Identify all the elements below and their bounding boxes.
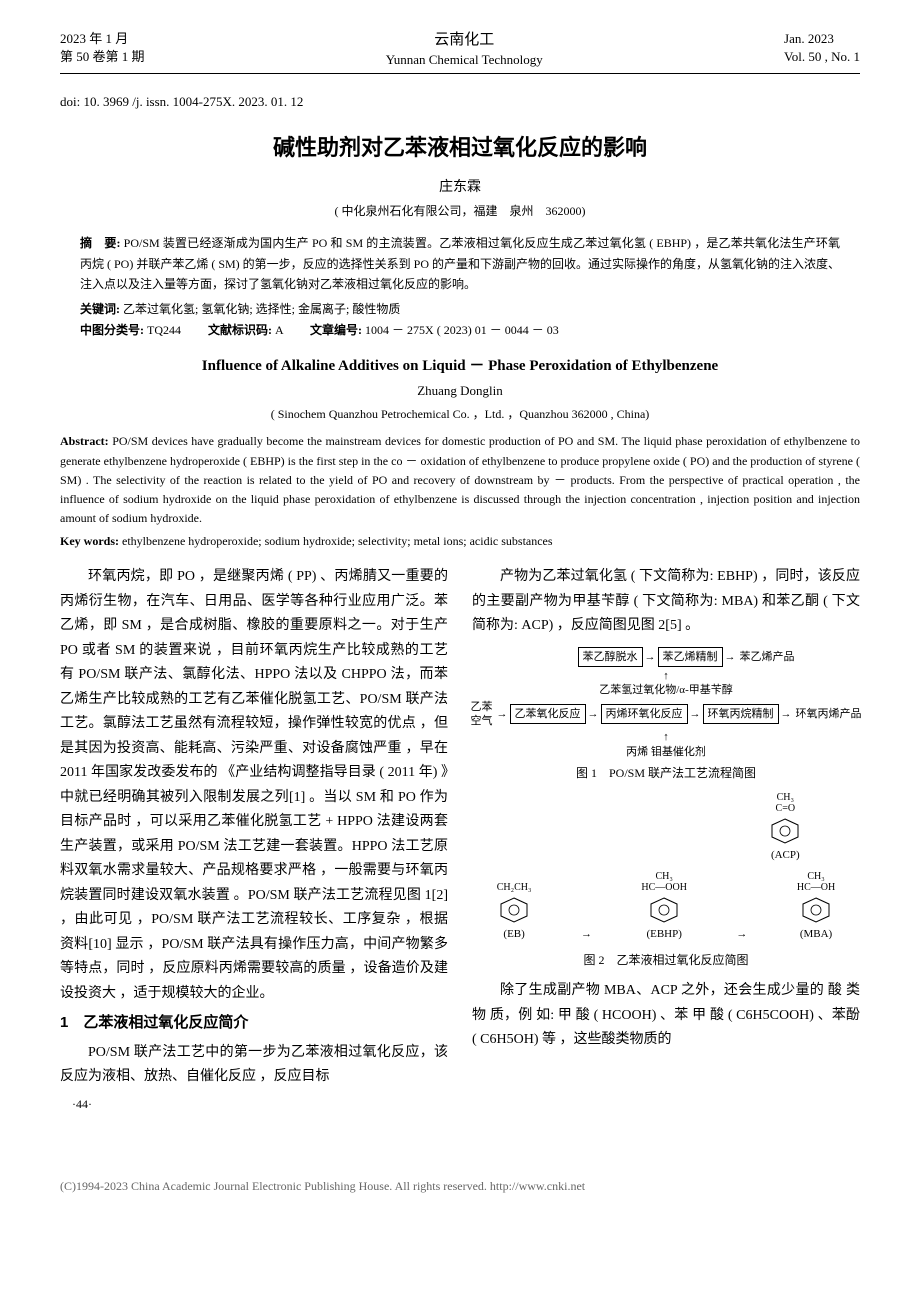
body-columns: 环氧丙烷，即 PO ，是继聚丙烯 ( PP) 、丙烯腈又一重要的丙烯衍生物，在汽… bbox=[60, 565, 860, 1118]
chem-formula: CH₃ bbox=[770, 792, 800, 803]
title-cn: 碱性助剂对乙苯液相过氧化反应的影响 bbox=[60, 130, 860, 162]
flow-label: 丙烯 钼基催化剂 bbox=[472, 745, 860, 759]
abstract-en: Abstract: PO/SM devices have gradually b… bbox=[60, 432, 860, 528]
journal-name-en: Yunnan Chemical Technology bbox=[386, 51, 543, 69]
chem-label: (EB) bbox=[497, 925, 532, 944]
journal-name-cn: 云南化工 bbox=[386, 30, 543, 51]
keywords-en: Key words: ethylbenzene hydroperoxide; s… bbox=[60, 534, 860, 549]
chem-formula: CH₂CH₃ bbox=[497, 882, 532, 893]
flow-label: 乙苯氢过氧化物/α-甲基苄醇 bbox=[472, 683, 860, 697]
figure-1-caption: 图 1 PO/SM 联产法工艺流程简图 bbox=[472, 763, 860, 784]
chem-label: (EBHP) bbox=[641, 925, 687, 944]
articleno-value: 1004 － 275X ( 2023) 01 － 0044 － 03 bbox=[362, 323, 559, 337]
chem-row-top: CH₃ C=O (ACP) bbox=[472, 792, 860, 865]
benzene-ring-icon bbox=[801, 897, 831, 923]
chem-row-bottom: CH₂CH₃ (EB) → CH₃ HC—OOH (EBHP) → CH₃ bbox=[472, 871, 860, 944]
arrow-icon bbox=[781, 707, 792, 721]
chem-mba: CH₃ HC—OH (MBA) bbox=[797, 871, 835, 944]
body-paragraph: 除了生成副产物 MBA、ACP 之外，还会生成少量的 酸 类 物 质，例 如: … bbox=[472, 979, 860, 1053]
volume-issue-en: Vol. 50 , No. 1 bbox=[784, 48, 860, 66]
chem-label: (ACP) bbox=[770, 846, 800, 865]
flow-node: 丙烯环氧化反应 bbox=[601, 704, 688, 724]
abstract-cn-text: PO/SM 装置已经逐渐成为国内生产 PO 和 SM 的主流装置。乙苯液相过氧化… bbox=[80, 236, 840, 291]
page-header: 2023 年 1 月 第 50 卷第 1 期 云南化工 Yunnan Chemi… bbox=[60, 30, 860, 74]
page: 2023 年 1 月 第 50 卷第 1 期 云南化工 Yunnan Chemi… bbox=[0, 0, 920, 1139]
flow-node: 乙苯氧化反应 bbox=[510, 704, 586, 724]
header-left: 2023 年 1 月 第 50 卷第 1 期 bbox=[60, 30, 145, 66]
chem-label: (MBA) bbox=[797, 925, 835, 944]
right-column: 产物为乙苯过氧化氢 ( 下文简称为: EBHP) ，同时，该反应的主要副产物为甲… bbox=[472, 565, 860, 1118]
figure-2-caption: 图 2 乙苯液相过氧化反应简图 bbox=[472, 950, 860, 971]
chem-formula: HC—OOH bbox=[641, 882, 687, 893]
left-column: 环氧丙烷，即 PO ，是继聚丙烯 ( PP) 、丙烯腈又一重要的丙烯衍生物，在汽… bbox=[60, 565, 448, 1118]
flow-node: 环氧丙烯产品 bbox=[794, 707, 864, 721]
arrow-up-icon: ↑ bbox=[472, 730, 860, 744]
chem-formula: CH₃ bbox=[797, 871, 835, 882]
issue-date-en: Jan. 2023 bbox=[784, 30, 860, 48]
title-en: Influence of Alkaline Additives on Liqui… bbox=[60, 354, 860, 375]
keywords-cn-label: 关键词: bbox=[80, 302, 120, 316]
chem-acp: CH₃ C=O (ACP) bbox=[770, 792, 800, 865]
volume-issue-cn: 第 50 卷第 1 期 bbox=[60, 48, 145, 66]
author-en: Zhuang Donglin bbox=[60, 383, 860, 399]
abstract-cn: 摘 要: PO/SM 装置已经逐渐成为国内生产 PO 和 SM 的主流装置。乙苯… bbox=[80, 233, 840, 294]
body-paragraph: 环氧丙烷，即 PO ，是继聚丙烯 ( PP) 、丙烯腈又一重要的丙烯衍生物，在汽… bbox=[60, 565, 448, 1006]
keywords-en-text: ethylbenzene hydroperoxide; sodium hydro… bbox=[119, 534, 553, 548]
arrow-up-icon: ↑ bbox=[472, 669, 860, 683]
arrow-icon bbox=[725, 650, 736, 664]
abstract-en-label: Abstract: bbox=[60, 434, 109, 448]
section-1-heading: 1 乙苯液相过氧化反应简介 bbox=[60, 1010, 448, 1036]
classno-label: 中图分类号: bbox=[80, 323, 144, 337]
body-paragraph: PO/SM 联产法工艺中的第一步为乙苯液相过氧化反应，该反应为液相、放热、自催化… bbox=[60, 1041, 448, 1090]
classno-value: TQ244 bbox=[144, 323, 181, 337]
keywords-cn-text: 乙苯过氧化氢; 氢氧化钠; 选择性; 金属离子; 酸性物质 bbox=[120, 302, 400, 316]
flow-node: 苯乙烯精制 bbox=[658, 647, 723, 667]
header-right: Jan. 2023 Vol. 50 , No. 1 bbox=[784, 30, 860, 66]
figure-1: 苯乙醇脱水 苯乙烯精制 苯乙烯产品 ↑ 乙苯氢过氧化物/α-甲基苄醇 乙苯 空气 bbox=[472, 647, 860, 784]
figure-2: CH₃ C=O (ACP) CH₂CH₃ (EB) → CH₃ bbox=[472, 792, 860, 972]
affiliation-en: ( Sinochem Quanzhou Petrochemical Co. ，L… bbox=[60, 405, 860, 422]
doccode-value: A bbox=[272, 323, 283, 337]
header-center: 云南化工 Yunnan Chemical Technology bbox=[386, 30, 543, 69]
flow-node: 环氧丙烷精制 bbox=[703, 704, 779, 724]
flow-node: 苯乙醇脱水 bbox=[578, 647, 643, 667]
chem-formula: HC—OH bbox=[797, 882, 835, 893]
flow-node: 苯乙烯产品 bbox=[738, 650, 797, 664]
arrow-icon bbox=[588, 707, 599, 721]
arrow-icon bbox=[645, 650, 656, 664]
body-paragraph: 产物为乙苯过氧化氢 ( 下文简称为: EBHP) ，同时，该反应的主要副产物为甲… bbox=[472, 565, 860, 639]
doi: doi: 10. 3969 /j. issn. 1004-275X. 2023.… bbox=[60, 94, 860, 110]
benzene-ring-icon bbox=[649, 897, 679, 923]
articleno-label: 文章编号: bbox=[310, 323, 362, 337]
abstract-en-text: PO/SM devices have gradually become the … bbox=[60, 434, 860, 525]
keywords-en-label: Key words: bbox=[60, 534, 119, 548]
author-cn: 庄东霖 bbox=[60, 176, 860, 196]
benzene-ring-icon bbox=[499, 897, 529, 923]
arrow-icon: → bbox=[581, 925, 592, 944]
chem-formula: C=O bbox=[770, 803, 800, 814]
issue-date-cn: 2023 年 1 月 bbox=[60, 30, 145, 48]
chem-formula: CH₃ bbox=[641, 871, 687, 882]
footer-copyright: (C)1994-2023 China Academic Journal Elec… bbox=[0, 1179, 920, 1214]
chem-eb: CH₂CH₃ (EB) bbox=[497, 882, 532, 944]
arrow-icon bbox=[690, 707, 701, 721]
chem-ebhp: CH₃ HC—OOH (EBHP) bbox=[641, 871, 687, 944]
arrow-icon: → bbox=[736, 925, 747, 944]
flowchart-1: 苯乙醇脱水 苯乙烯精制 苯乙烯产品 ↑ 乙苯氢过氧化物/α-甲基苄醇 乙苯 空气 bbox=[472, 647, 860, 759]
benzene-ring-icon bbox=[770, 818, 800, 844]
keywords-cn: 关键词: 乙苯过氧化氢; 氢氧化钠; 选择性; 金属离子; 酸性物质 bbox=[80, 300, 840, 317]
flow-input: 乙苯 空气 bbox=[469, 700, 495, 729]
arrow-icon bbox=[497, 707, 508, 721]
doccode-label: 文献标识码: bbox=[208, 323, 272, 337]
page-number: ·44· bbox=[60, 1094, 448, 1115]
classification-line: 中图分类号: TQ244 文献标识码: A 文章编号: 1004 － 275X … bbox=[80, 321, 840, 338]
affiliation-cn: ( 中化泉州石化有限公司，福建 泉州 362000) bbox=[60, 202, 860, 219]
abstract-cn-label: 摘 要: bbox=[80, 236, 121, 250]
